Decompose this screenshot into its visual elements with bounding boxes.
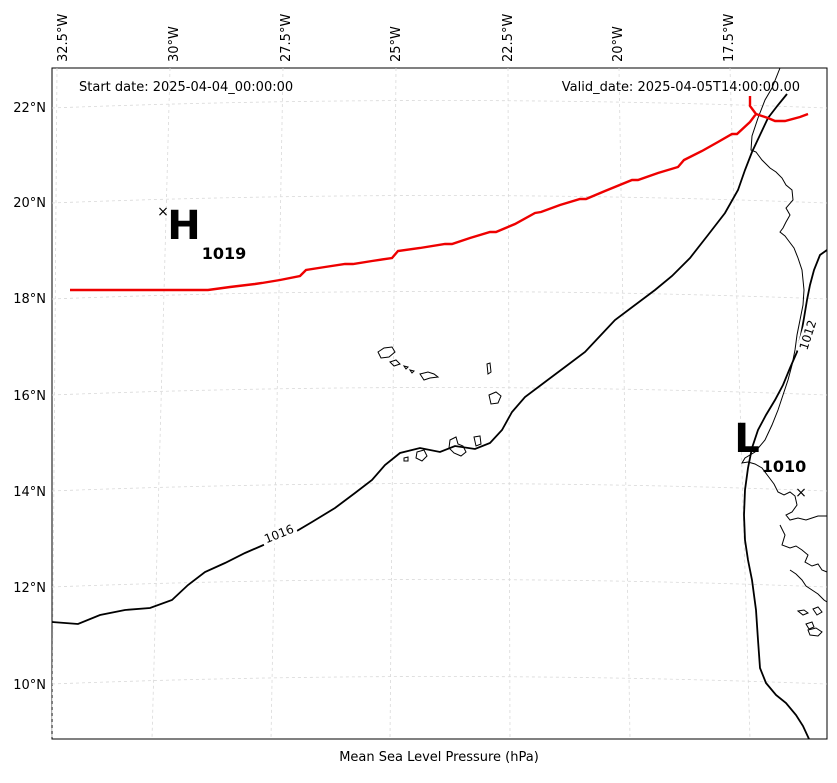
lat-tick-label: 20°N	[13, 196, 46, 211]
isobar-1016	[51, 93, 788, 625]
cape-verde-brava	[403, 456, 409, 462]
valid-date: Valid_date: 2025-04-05T14:00:00.00	[562, 80, 800, 95]
lat-tick-label: 12°N	[13, 581, 46, 596]
lon-tick-label: 30°W	[167, 26, 182, 62]
meridian-line	[389, 67, 397, 740]
parallel-line	[51, 387, 828, 396]
parallel-line	[51, 195, 828, 204]
map-title: Mean Sea Level Pressure (hPa)	[339, 750, 539, 765]
meridian-line	[151, 67, 171, 740]
lat-tick-label: 16°N	[13, 389, 46, 404]
guinea-coastline	[779, 524, 828, 573]
cape-verde-sao-nicolau	[419, 371, 440, 381]
isobar-label-background	[795, 315, 821, 355]
lon-tick-label: 27.5°W	[279, 14, 294, 62]
lon-tick-label: 32.5°W	[56, 14, 71, 62]
cape-verde-fogo	[415, 449, 428, 462]
coastlines	[377, 67, 828, 637]
start-date: Start date: 2025-04-04_00:00:00	[79, 80, 293, 95]
lon-tick-label: 20°W	[611, 26, 626, 62]
isobar-1012	[743, 249, 828, 740]
storm-track-branch	[755, 112, 809, 123]
bijagos-island	[796, 609, 810, 616]
high-center-value: 1019	[202, 244, 247, 263]
parallel-line	[51, 676, 828, 685]
meridian-line	[270, 67, 284, 740]
low-center-letter: L	[734, 416, 760, 462]
lon-tick-label: 25°W	[389, 26, 404, 62]
coast-fragment	[789, 569, 828, 603]
bijagos-island	[812, 606, 823, 616]
parallel-line	[51, 483, 828, 492]
parallel-line	[51, 579, 828, 588]
lat-tick-label: 22°N	[13, 101, 46, 116]
bijagos-island	[805, 621, 815, 630]
map-frame	[51, 67, 828, 740]
parallel-line	[51, 100, 828, 109]
cape-verde-sao-vicente	[389, 359, 401, 367]
meridian-line	[618, 67, 631, 740]
meridian-line	[507, 67, 511, 740]
meridian-line	[51, 67, 58, 740]
lon-tick-label: 17.5°W	[722, 14, 737, 62]
cape-verde-santa-luzia	[402, 365, 409, 370]
meridian-line	[729, 67, 751, 740]
high-center-letter: H	[167, 203, 200, 249]
low-center-marker: ×	[795, 485, 807, 501]
cape-verde-santo-antao	[377, 346, 396, 359]
africa-coastline	[741, 67, 827, 521]
lat-tick-label: 10°N	[13, 678, 46, 693]
cape-verde-santiago	[448, 436, 467, 457]
lon-tick-label: 22.5°W	[501, 14, 516, 62]
low-center-value: 1010	[762, 457, 807, 476]
lat-tick-label: 14°N	[13, 485, 46, 500]
high-center-marker: ×	[157, 204, 169, 220]
parallel-line	[51, 291, 828, 300]
cape-verde-sal	[486, 362, 492, 375]
storm-track	[70, 96, 758, 292]
cape-verde-islet	[408, 369, 415, 374]
isobar-label-background	[259, 520, 299, 548]
bijagos-island	[807, 627, 823, 637]
cape-verde-boa-vista	[488, 391, 502, 405]
graticule	[51, 67, 828, 740]
lat-tick-label: 18°N	[13, 292, 46, 307]
cape-verde-maio	[473, 435, 482, 447]
